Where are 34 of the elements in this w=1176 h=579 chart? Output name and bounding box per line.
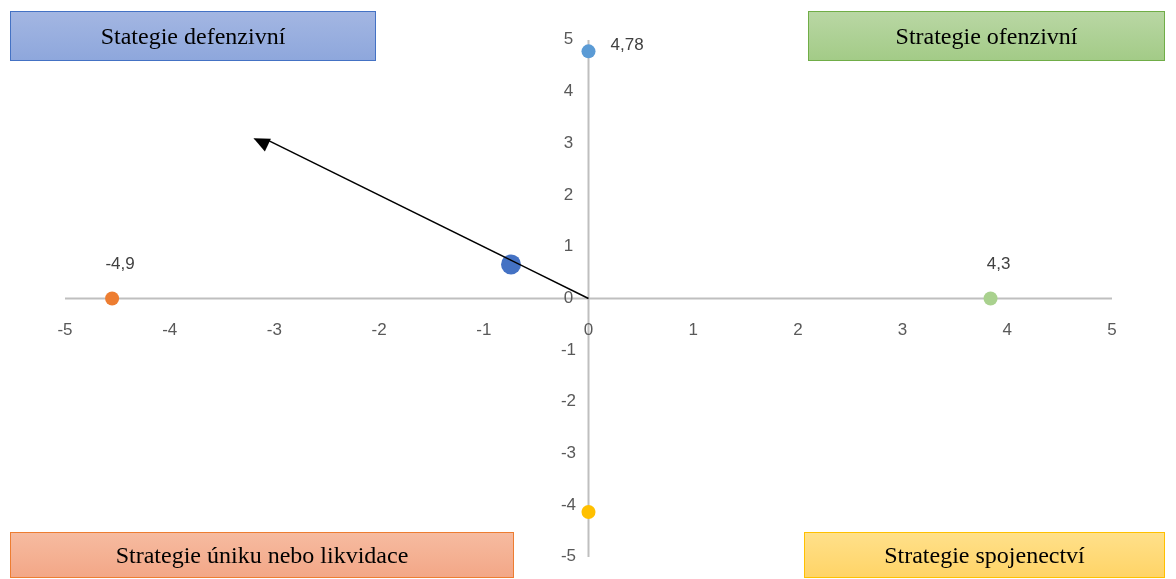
y-tick-label: 4 (563, 81, 574, 101)
label-box: Stategie defenzivní (10, 11, 376, 61)
x-tick-label: 0 (583, 319, 594, 339)
point (581, 505, 596, 520)
y-tick-label: 3 (563, 132, 574, 152)
y-tick-label: -5 (560, 546, 577, 566)
y-tick-label: 0 (563, 287, 574, 307)
y-tick-label: 1 (563, 236, 574, 256)
x-tick-label: 4 (1002, 319, 1013, 339)
point (983, 291, 998, 306)
y-tick-label: -2 (560, 391, 577, 411)
label-box: Strategie úniku nebo likvidace (10, 532, 514, 578)
point (581, 44, 596, 59)
y-tick-label: 5 (563, 29, 574, 49)
annotation: 4,3 (986, 253, 1011, 273)
x-tick-label: 2 (793, 319, 803, 339)
data-label: 4,78 (610, 34, 644, 54)
x-tick-label: 3 (897, 319, 908, 339)
point (105, 291, 120, 306)
y-tick-label: -3 (560, 443, 577, 463)
y-tick-label: -1 (560, 339, 577, 359)
x-tick-label: -5 (57, 319, 73, 339)
x-tick-label: -1 (476, 319, 492, 339)
label-box: Strategie ofenzivní (808, 11, 1165, 61)
x-tick-label: -4 (162, 319, 178, 339)
y-tick-label: 2 (563, 184, 574, 204)
x-tick-label: 5 (1107, 319, 1117, 339)
x-tick-label: -3 (266, 319, 282, 339)
x-tick-label: 1 (688, 319, 698, 339)
y-tick-label: -4 (560, 494, 577, 514)
point (501, 254, 522, 275)
annotation: -4,9 (105, 253, 135, 273)
x-tick-label: -2 (371, 319, 387, 339)
label-box: Strategie spojenectví (804, 532, 1165, 578)
